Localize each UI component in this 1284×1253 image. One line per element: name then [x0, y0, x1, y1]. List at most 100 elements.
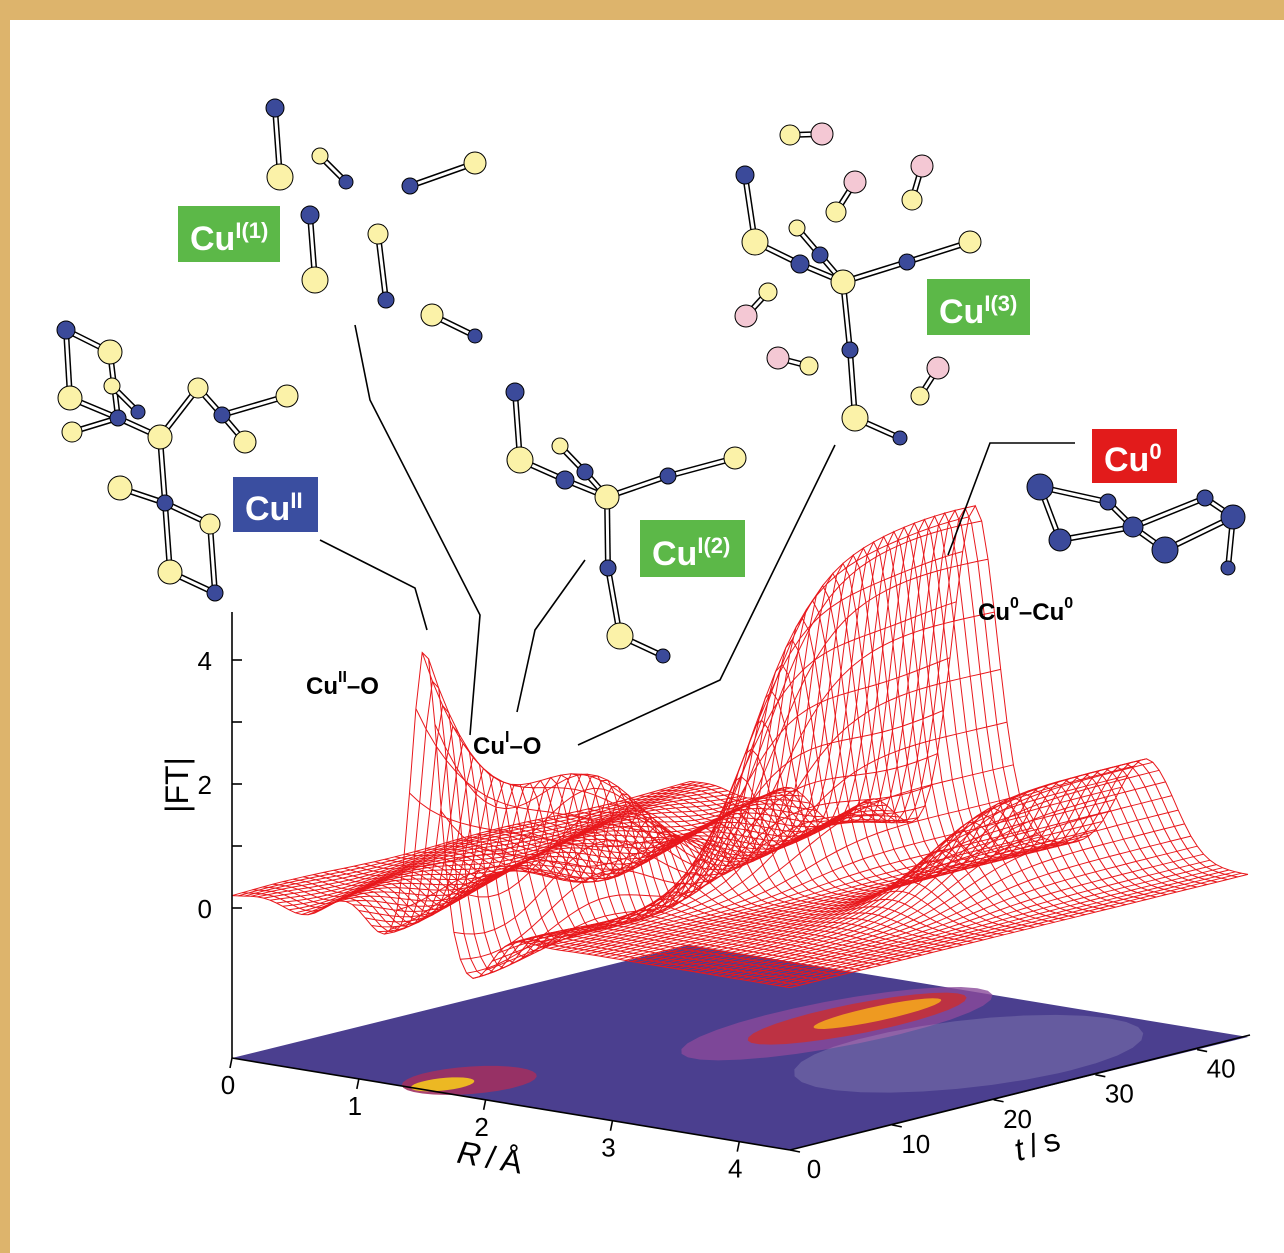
atom — [789, 220, 805, 236]
atom — [742, 229, 768, 255]
atom — [378, 292, 394, 308]
label-base: Cu — [978, 599, 1010, 626]
atom — [552, 438, 568, 454]
label-sup: 0 — [1064, 595, 1073, 612]
atom — [780, 125, 800, 145]
atom — [104, 378, 120, 394]
atom — [214, 407, 230, 423]
atom — [1049, 529, 1071, 551]
atom — [660, 468, 676, 484]
atom — [1221, 505, 1245, 529]
atom — [893, 431, 907, 445]
atom — [267, 164, 293, 190]
t-tick-label: 0 — [807, 1154, 821, 1184]
atom — [266, 99, 284, 117]
x-tick-label: 4 — [728, 1154, 742, 1184]
atom — [302, 267, 328, 293]
label-base: Cu — [1104, 441, 1149, 479]
atom — [402, 178, 418, 194]
atom — [842, 342, 858, 358]
atom — [207, 585, 223, 601]
atom — [200, 514, 220, 534]
atom — [927, 357, 949, 379]
label-sup: 0 — [1010, 595, 1019, 612]
atom — [724, 447, 746, 469]
atom — [959, 231, 981, 253]
t-tick-label: 10 — [901, 1129, 930, 1159]
atom — [312, 148, 328, 164]
atom — [791, 255, 809, 273]
figure: CuI(1)CuIICuI(2)CuI(3)Cu0CuII–OCuI–OCu0–… — [10, 20, 1284, 1253]
atom — [595, 485, 619, 509]
atom — [736, 166, 754, 184]
atom — [276, 385, 298, 407]
x-tick-label: 3 — [601, 1133, 615, 1163]
label-sup: I(3) — [984, 291, 1017, 316]
label-base: Cu — [473, 733, 505, 760]
atom — [577, 464, 593, 480]
atom — [58, 386, 82, 410]
atom — [735, 305, 757, 327]
label-base: Cu — [939, 293, 984, 331]
atom — [234, 431, 256, 453]
atom — [767, 347, 789, 369]
label: Cu0–Cu0 — [978, 595, 1073, 626]
atom — [108, 476, 132, 500]
atom — [507, 447, 533, 473]
y-tick-label: 2 — [198, 770, 212, 800]
atom — [911, 387, 929, 405]
label-base: Cu — [652, 535, 697, 573]
atom — [899, 254, 915, 270]
atom — [506, 383, 524, 401]
atom — [468, 329, 482, 343]
atom — [1197, 490, 1213, 506]
atom — [1221, 561, 1235, 575]
atom — [464, 152, 486, 174]
atom — [1152, 537, 1178, 563]
label-sup: II — [338, 669, 347, 686]
atom — [368, 224, 388, 244]
atom — [301, 206, 319, 224]
x-tick-label: 0 — [221, 1070, 235, 1100]
atom — [110, 410, 126, 426]
atom — [1123, 517, 1143, 537]
atom — [842, 405, 868, 431]
label-tail: –O — [347, 673, 379, 700]
t-tick-label: 30 — [1105, 1079, 1134, 1109]
atom — [911, 155, 933, 177]
atom — [57, 321, 75, 339]
atom — [148, 425, 172, 449]
atom — [812, 247, 828, 263]
label-tail: –O — [509, 733, 541, 760]
atom — [62, 422, 82, 442]
atom — [826, 202, 846, 222]
atom — [600, 560, 616, 576]
t-tick-label: 40 — [1207, 1054, 1236, 1084]
atom — [844, 171, 866, 193]
label-tail: –Cu — [1019, 599, 1064, 626]
atom — [339, 175, 353, 189]
label-sup: I(1) — [235, 218, 268, 243]
atom — [902, 190, 922, 210]
atom — [157, 495, 173, 511]
atom — [421, 304, 443, 326]
label-sup: I(2) — [697, 533, 730, 558]
atom — [158, 560, 182, 584]
label-sup: II — [290, 488, 302, 513]
axis-title: |FT| — [159, 757, 195, 813]
label-base: Cu — [190, 220, 235, 258]
atom — [607, 623, 633, 649]
label-sup: 0 — [1149, 439, 1161, 464]
atom — [800, 357, 818, 375]
atom — [831, 270, 855, 294]
atom — [656, 649, 670, 663]
atom — [1027, 474, 1053, 500]
label-base: Cu — [306, 673, 338, 700]
atom — [98, 340, 122, 364]
y-tick-label: 4 — [198, 646, 212, 676]
atom — [131, 405, 145, 419]
x-tick-label: 1 — [348, 1091, 362, 1121]
atom — [556, 471, 574, 489]
atom — [1100, 494, 1116, 510]
atom — [188, 378, 208, 398]
